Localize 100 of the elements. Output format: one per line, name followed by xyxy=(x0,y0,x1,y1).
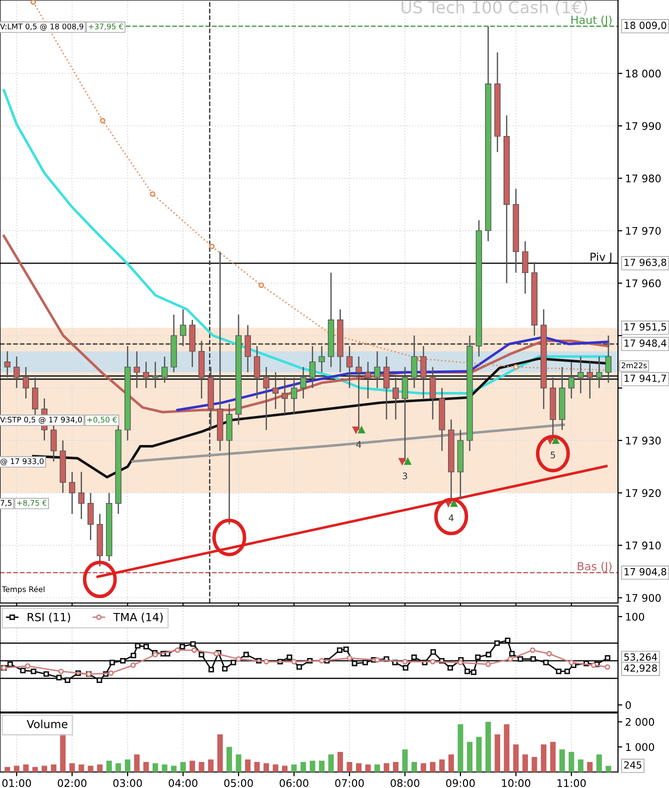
bar xyxy=(550,742,556,772)
point xyxy=(590,662,596,668)
bar xyxy=(494,734,500,772)
point xyxy=(458,660,464,666)
point xyxy=(24,663,31,669)
y-tick-label: 18 000 xyxy=(626,70,661,78)
ref-line-label: Haut (J) xyxy=(572,15,612,26)
x-tick-label: 04:00 xyxy=(168,779,198,788)
x-tick-label: 01:00 xyxy=(2,779,31,788)
candlestick xyxy=(578,356,584,394)
bar xyxy=(60,734,66,772)
bar xyxy=(458,724,464,772)
point xyxy=(318,658,325,664)
point xyxy=(530,647,536,653)
bar xyxy=(411,762,417,772)
bar xyxy=(143,762,149,772)
bar xyxy=(439,759,445,772)
point xyxy=(30,0,36,5)
bar xyxy=(365,764,371,772)
point xyxy=(374,657,380,663)
y-tick-label: 0 xyxy=(626,701,631,710)
bar xyxy=(162,764,168,772)
point xyxy=(430,658,436,664)
y-tick-label: 2 000 xyxy=(626,718,654,726)
point xyxy=(150,191,156,197)
y-tick-label: 17 920 xyxy=(626,489,661,497)
ref-line-label: Bas (J) xyxy=(578,562,612,572)
point xyxy=(236,656,242,662)
annotation: 5 xyxy=(550,452,556,458)
x-tick-label: 02:00 xyxy=(58,779,86,788)
bar xyxy=(402,749,408,772)
bar xyxy=(310,760,316,772)
point xyxy=(258,282,264,288)
x-tick-label: 11:00 xyxy=(558,779,586,788)
point xyxy=(513,364,519,370)
y-tick-label: 17 980 xyxy=(626,174,661,182)
x-tick-label: 03:00 xyxy=(113,779,142,788)
x-tick-label: 10:00 xyxy=(502,779,530,788)
point xyxy=(209,244,215,250)
bar xyxy=(282,766,288,772)
bar xyxy=(513,744,519,772)
candlestick xyxy=(346,345,353,389)
bar xyxy=(272,764,278,772)
legend-label: RSI (11) xyxy=(28,612,70,623)
bar xyxy=(318,760,325,772)
bar xyxy=(384,763,390,772)
bar xyxy=(466,742,472,772)
x-tick-label: 07:00 xyxy=(335,779,364,788)
candlestick xyxy=(244,324,251,373)
candlestick xyxy=(402,366,408,462)
y-tick-label: 1 000 xyxy=(626,743,654,751)
point xyxy=(130,662,136,668)
candlestick xyxy=(69,471,76,514)
bar xyxy=(124,759,130,772)
point xyxy=(174,647,180,653)
candlestick xyxy=(4,350,10,378)
bar xyxy=(596,754,602,772)
candlestick xyxy=(364,361,372,400)
bar xyxy=(245,759,251,772)
line-series xyxy=(176,336,610,412)
point xyxy=(58,668,64,674)
bar xyxy=(171,766,177,772)
bar xyxy=(42,766,48,772)
x-tick-label: 09:00 xyxy=(446,779,475,788)
annotation: 4 xyxy=(448,514,454,522)
candlestick xyxy=(568,361,575,400)
point xyxy=(546,650,552,656)
bar xyxy=(430,762,436,772)
bar xyxy=(587,762,593,772)
candlestick xyxy=(596,356,602,389)
candlestick xyxy=(411,334,418,389)
bar xyxy=(190,760,196,772)
point xyxy=(604,664,610,670)
bar xyxy=(522,754,528,772)
series-label: Volume xyxy=(26,720,68,728)
point xyxy=(264,658,270,664)
candlestick xyxy=(300,366,306,400)
candlestick xyxy=(318,345,325,373)
bar xyxy=(4,766,10,772)
annotation: 245 xyxy=(624,761,642,769)
bar xyxy=(32,766,38,772)
bar xyxy=(97,764,103,772)
annotation: 17 948,4 xyxy=(624,339,666,348)
point xyxy=(100,118,106,124)
point xyxy=(402,658,408,664)
candlestick xyxy=(522,240,528,294)
bar xyxy=(420,763,426,772)
bar xyxy=(532,756,538,772)
bar xyxy=(328,754,334,772)
ref-line-label: Piv J xyxy=(590,252,612,264)
bar xyxy=(116,763,122,772)
candlestick xyxy=(309,345,316,389)
candlestick xyxy=(586,361,593,400)
x-tick-label: 08:00 xyxy=(390,779,420,788)
bar xyxy=(346,762,352,772)
annotation: 4 xyxy=(356,441,362,448)
bar xyxy=(134,754,140,772)
candlestick xyxy=(374,350,380,389)
legend-label: TMA (14) xyxy=(113,612,163,623)
bar xyxy=(374,764,380,772)
